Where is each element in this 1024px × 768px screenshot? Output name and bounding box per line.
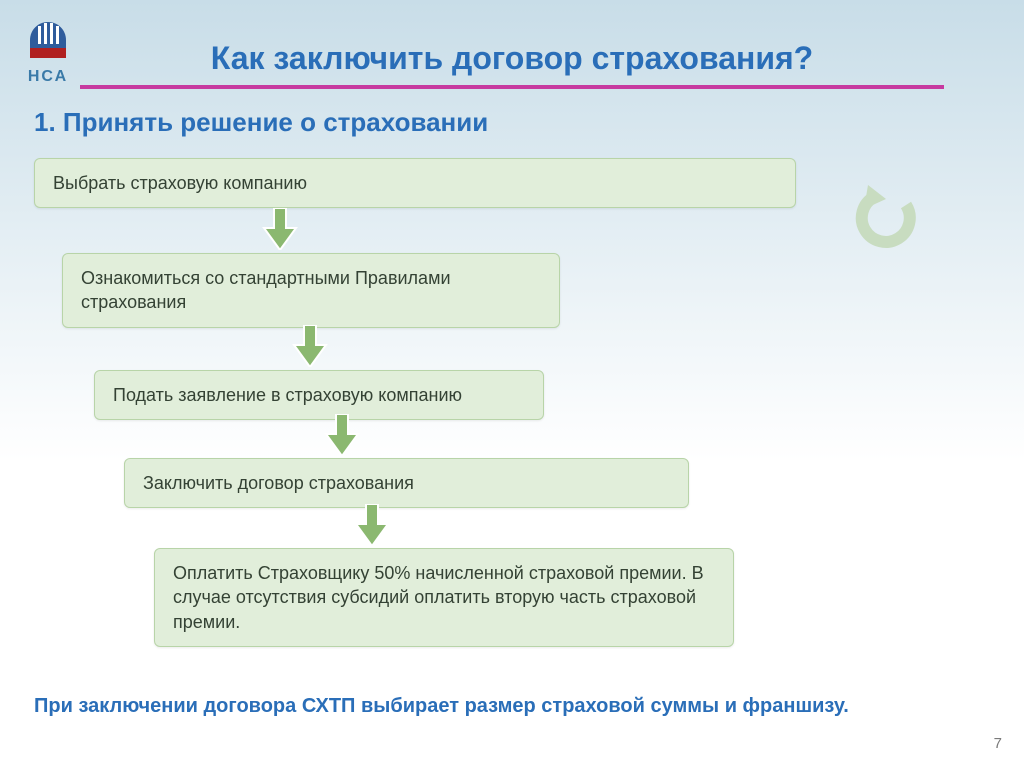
logo: НСА [18, 18, 78, 86]
logo-icon [24, 18, 72, 66]
section-title: 1. Принять решение о страховании [34, 107, 1024, 138]
step-box-3: Подать заявление в страховую компанию [94, 370, 544, 420]
footer-note: При заключении договора СХТП выбирает ра… [34, 695, 849, 718]
curved-arrow-icon [850, 185, 922, 257]
page-number: 7 [994, 735, 1002, 752]
step-box-1: Выбрать страховую компанию [34, 158, 796, 208]
page-title: Как заключить договор страхования? [80, 0, 944, 77]
arrow-down-icon [262, 208, 298, 250]
arrow-down-icon [292, 325, 328, 367]
arrow-down-icon [354, 504, 390, 546]
logo-text: НСА [18, 68, 78, 86]
step-box-5: Оплатить Страховщику 50% начисленной стр… [154, 548, 734, 647]
title-underline [80, 85, 944, 89]
step-box-2: Ознакомиться со стандартными Правилами с… [62, 253, 560, 328]
step-box-4: Заключить договор страхования [124, 458, 689, 508]
arrow-down-icon [324, 414, 360, 456]
